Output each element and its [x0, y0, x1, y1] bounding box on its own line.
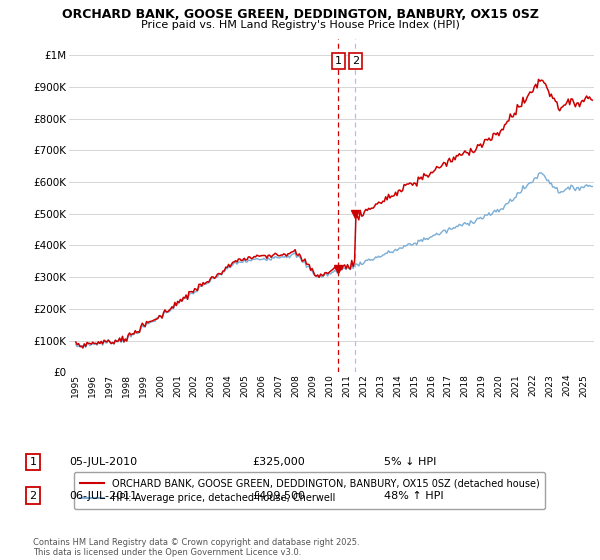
Text: 5% ↓ HPI: 5% ↓ HPI — [384, 457, 436, 467]
Text: ORCHARD BANK, GOOSE GREEN, DEDDINGTON, BANBURY, OX15 0SZ: ORCHARD BANK, GOOSE GREEN, DEDDINGTON, B… — [62, 8, 539, 21]
Legend: ORCHARD BANK, GOOSE GREEN, DEDDINGTON, BANBURY, OX15 0SZ (detached house), HPI: : ORCHARD BANK, GOOSE GREEN, DEDDINGTON, B… — [74, 472, 545, 508]
Text: £325,000: £325,000 — [252, 457, 305, 467]
Text: 1: 1 — [335, 56, 342, 66]
Text: 05-JUL-2010: 05-JUL-2010 — [69, 457, 137, 467]
Text: 2: 2 — [29, 491, 37, 501]
Text: 1: 1 — [29, 457, 37, 467]
Text: Price paid vs. HM Land Registry's House Price Index (HPI): Price paid vs. HM Land Registry's House … — [140, 20, 460, 30]
Text: £499,500: £499,500 — [252, 491, 305, 501]
Text: 2: 2 — [352, 56, 359, 66]
Text: 48% ↑ HPI: 48% ↑ HPI — [384, 491, 443, 501]
Text: 06-JUL-2011: 06-JUL-2011 — [69, 491, 137, 501]
Text: Contains HM Land Registry data © Crown copyright and database right 2025.
This d: Contains HM Land Registry data © Crown c… — [33, 538, 359, 557]
